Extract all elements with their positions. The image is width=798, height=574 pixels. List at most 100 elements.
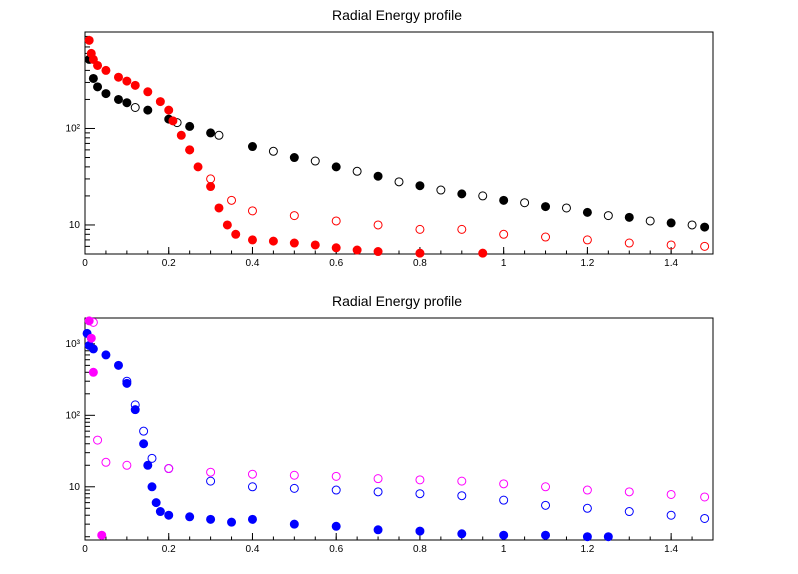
bottom-magenta-open-point <box>88 317 98 327</box>
bottom-blue-filled-point <box>143 460 153 470</box>
bottom-blue-open-point <box>130 400 140 410</box>
top-black-open-point <box>478 191 488 201</box>
top-black-filled-point <box>700 222 710 232</box>
bottom-blue-open-point <box>139 426 149 436</box>
top-black-open-point <box>214 130 224 140</box>
top-red-filled-point <box>113 72 123 82</box>
top-xtick-label: 0 <box>82 258 88 269</box>
bottom-xtick-label: 0.2 <box>162 544 176 555</box>
top-black-filled-point <box>113 94 123 104</box>
bottom-blue-open-point <box>331 485 341 495</box>
bottom-magenta-open-point <box>415 475 425 485</box>
top-black-filled-point <box>541 202 551 212</box>
top-ytick-label: 10² <box>66 123 81 134</box>
bottom-blue-filled-point <box>331 521 341 531</box>
bottom-ytick-label: 10² <box>66 410 81 421</box>
bottom-blue-open-point <box>415 489 425 499</box>
top-ytick-label: 10 <box>69 220 81 231</box>
bottom-xtick-label: 0.8 <box>413 544 427 555</box>
bottom-blue-filled-point <box>457 529 467 539</box>
bottom-blue-filled-point <box>373 525 383 535</box>
top-black-open-point <box>352 166 362 176</box>
top-red-open-point <box>582 235 592 245</box>
bottom-blue-open-point <box>122 376 132 386</box>
bottom-magenta-filled-point <box>86 333 96 343</box>
top-black-open-point <box>561 203 571 213</box>
bottom-magenta-open-point <box>289 470 299 480</box>
top-black-filled-point <box>247 142 257 152</box>
bottom-magenta-filled-point <box>88 367 98 377</box>
top-red-open-point <box>331 216 341 226</box>
bottom-magenta-open-point <box>700 492 710 502</box>
bottom-blue-open-point <box>666 510 676 520</box>
top-red-open-point <box>624 238 634 248</box>
bottom-magenta-open-point <box>457 476 467 486</box>
top-red-filled-point <box>143 87 153 97</box>
top-red-open-point <box>206 174 216 184</box>
top-black-filled-point <box>101 89 111 99</box>
top-red-open-point <box>666 240 676 250</box>
bottom-magenta-filled-point <box>97 530 107 540</box>
bottom-plot-frame <box>84 317 714 541</box>
bottom-magenta-open-point <box>93 435 103 445</box>
top-red-filled-point <box>415 248 425 258</box>
top-black-filled-point <box>331 162 341 172</box>
bottom-blue-filled-point <box>582 532 592 542</box>
top-black-open-point <box>687 220 697 230</box>
bottom-blue-open-point <box>147 453 157 463</box>
bottom-blue-filled-point <box>147 482 157 492</box>
top-red-filled-point <box>478 248 488 258</box>
top-red-filled-point <box>231 229 241 239</box>
bottom-blue-filled-point <box>139 439 149 449</box>
top-red-filled-point <box>93 60 103 70</box>
top-axes: 0 0.2 0.4 0.6 0.8 1 1.2 1.4 10 10² <box>66 31 714 269</box>
top-red-filled-point <box>373 247 383 257</box>
top-black-open-point <box>394 177 404 187</box>
bottom-blue-filled-point <box>499 530 509 540</box>
bottom-blue-filled-point <box>130 405 140 415</box>
bottom-blue-filled-point <box>541 530 551 540</box>
top-red-filled-point <box>168 116 178 126</box>
top-red-filled-point <box>289 238 299 248</box>
top-xtick-label: 0.6 <box>329 258 343 269</box>
top-xtick-label: 0.2 <box>162 258 176 269</box>
top-red-open-point <box>457 224 467 234</box>
top-red-open-point <box>415 224 425 234</box>
top-red-open-point <box>700 241 710 251</box>
bottom-blue-filled-point <box>603 532 613 542</box>
top-black-filled-point <box>185 121 195 131</box>
bottom-data-points <box>82 316 710 542</box>
top-xtick-label: 1 <box>501 258 507 269</box>
bottom-blue-filled-point <box>185 512 195 522</box>
top-black-open-point <box>268 146 278 156</box>
top-red-filled-point <box>214 203 224 213</box>
top-chart-panel: Radial Energy profile 0 0.2 0.4 0.6 0.8 1 1.2 1… <box>66 7 714 269</box>
bottom-xtick-label: 1.2 <box>580 544 594 555</box>
top-black-filled-point <box>666 218 676 228</box>
top-black-filled-point <box>88 73 98 83</box>
top-black-filled-point <box>582 207 592 217</box>
top-xtick-label: 1.4 <box>664 258 678 269</box>
bottom-xtick-label: 0.4 <box>246 544 260 555</box>
bottom-magenta-open-point <box>206 467 216 477</box>
top-red-filled-point <box>164 105 174 115</box>
top-black-open-point <box>603 211 613 221</box>
top-xtick-label: 0.8 <box>413 258 427 269</box>
bottom-blue-open-point <box>373 487 383 497</box>
top-red-filled-point <box>331 243 341 253</box>
bottom-magenta-open-point <box>373 474 383 484</box>
bottom-xtick-label: 0.6 <box>329 544 343 555</box>
top-red-filled-point <box>268 236 278 246</box>
top-black-filled-point <box>457 189 467 199</box>
top-red-filled-point <box>352 245 362 255</box>
bottom-ytick-label: 10 <box>69 482 81 493</box>
top-red-open-point <box>541 232 551 242</box>
bottom-magenta-open-point <box>499 479 509 489</box>
top-red-filled-point <box>193 162 203 172</box>
bottom-magenta-open-point <box>541 482 551 492</box>
top-red-filled-point <box>122 76 132 86</box>
bottom-blue-filled-point <box>415 526 425 536</box>
bottom-blue-open-point <box>700 513 710 523</box>
top-black-open-point <box>130 103 140 112</box>
